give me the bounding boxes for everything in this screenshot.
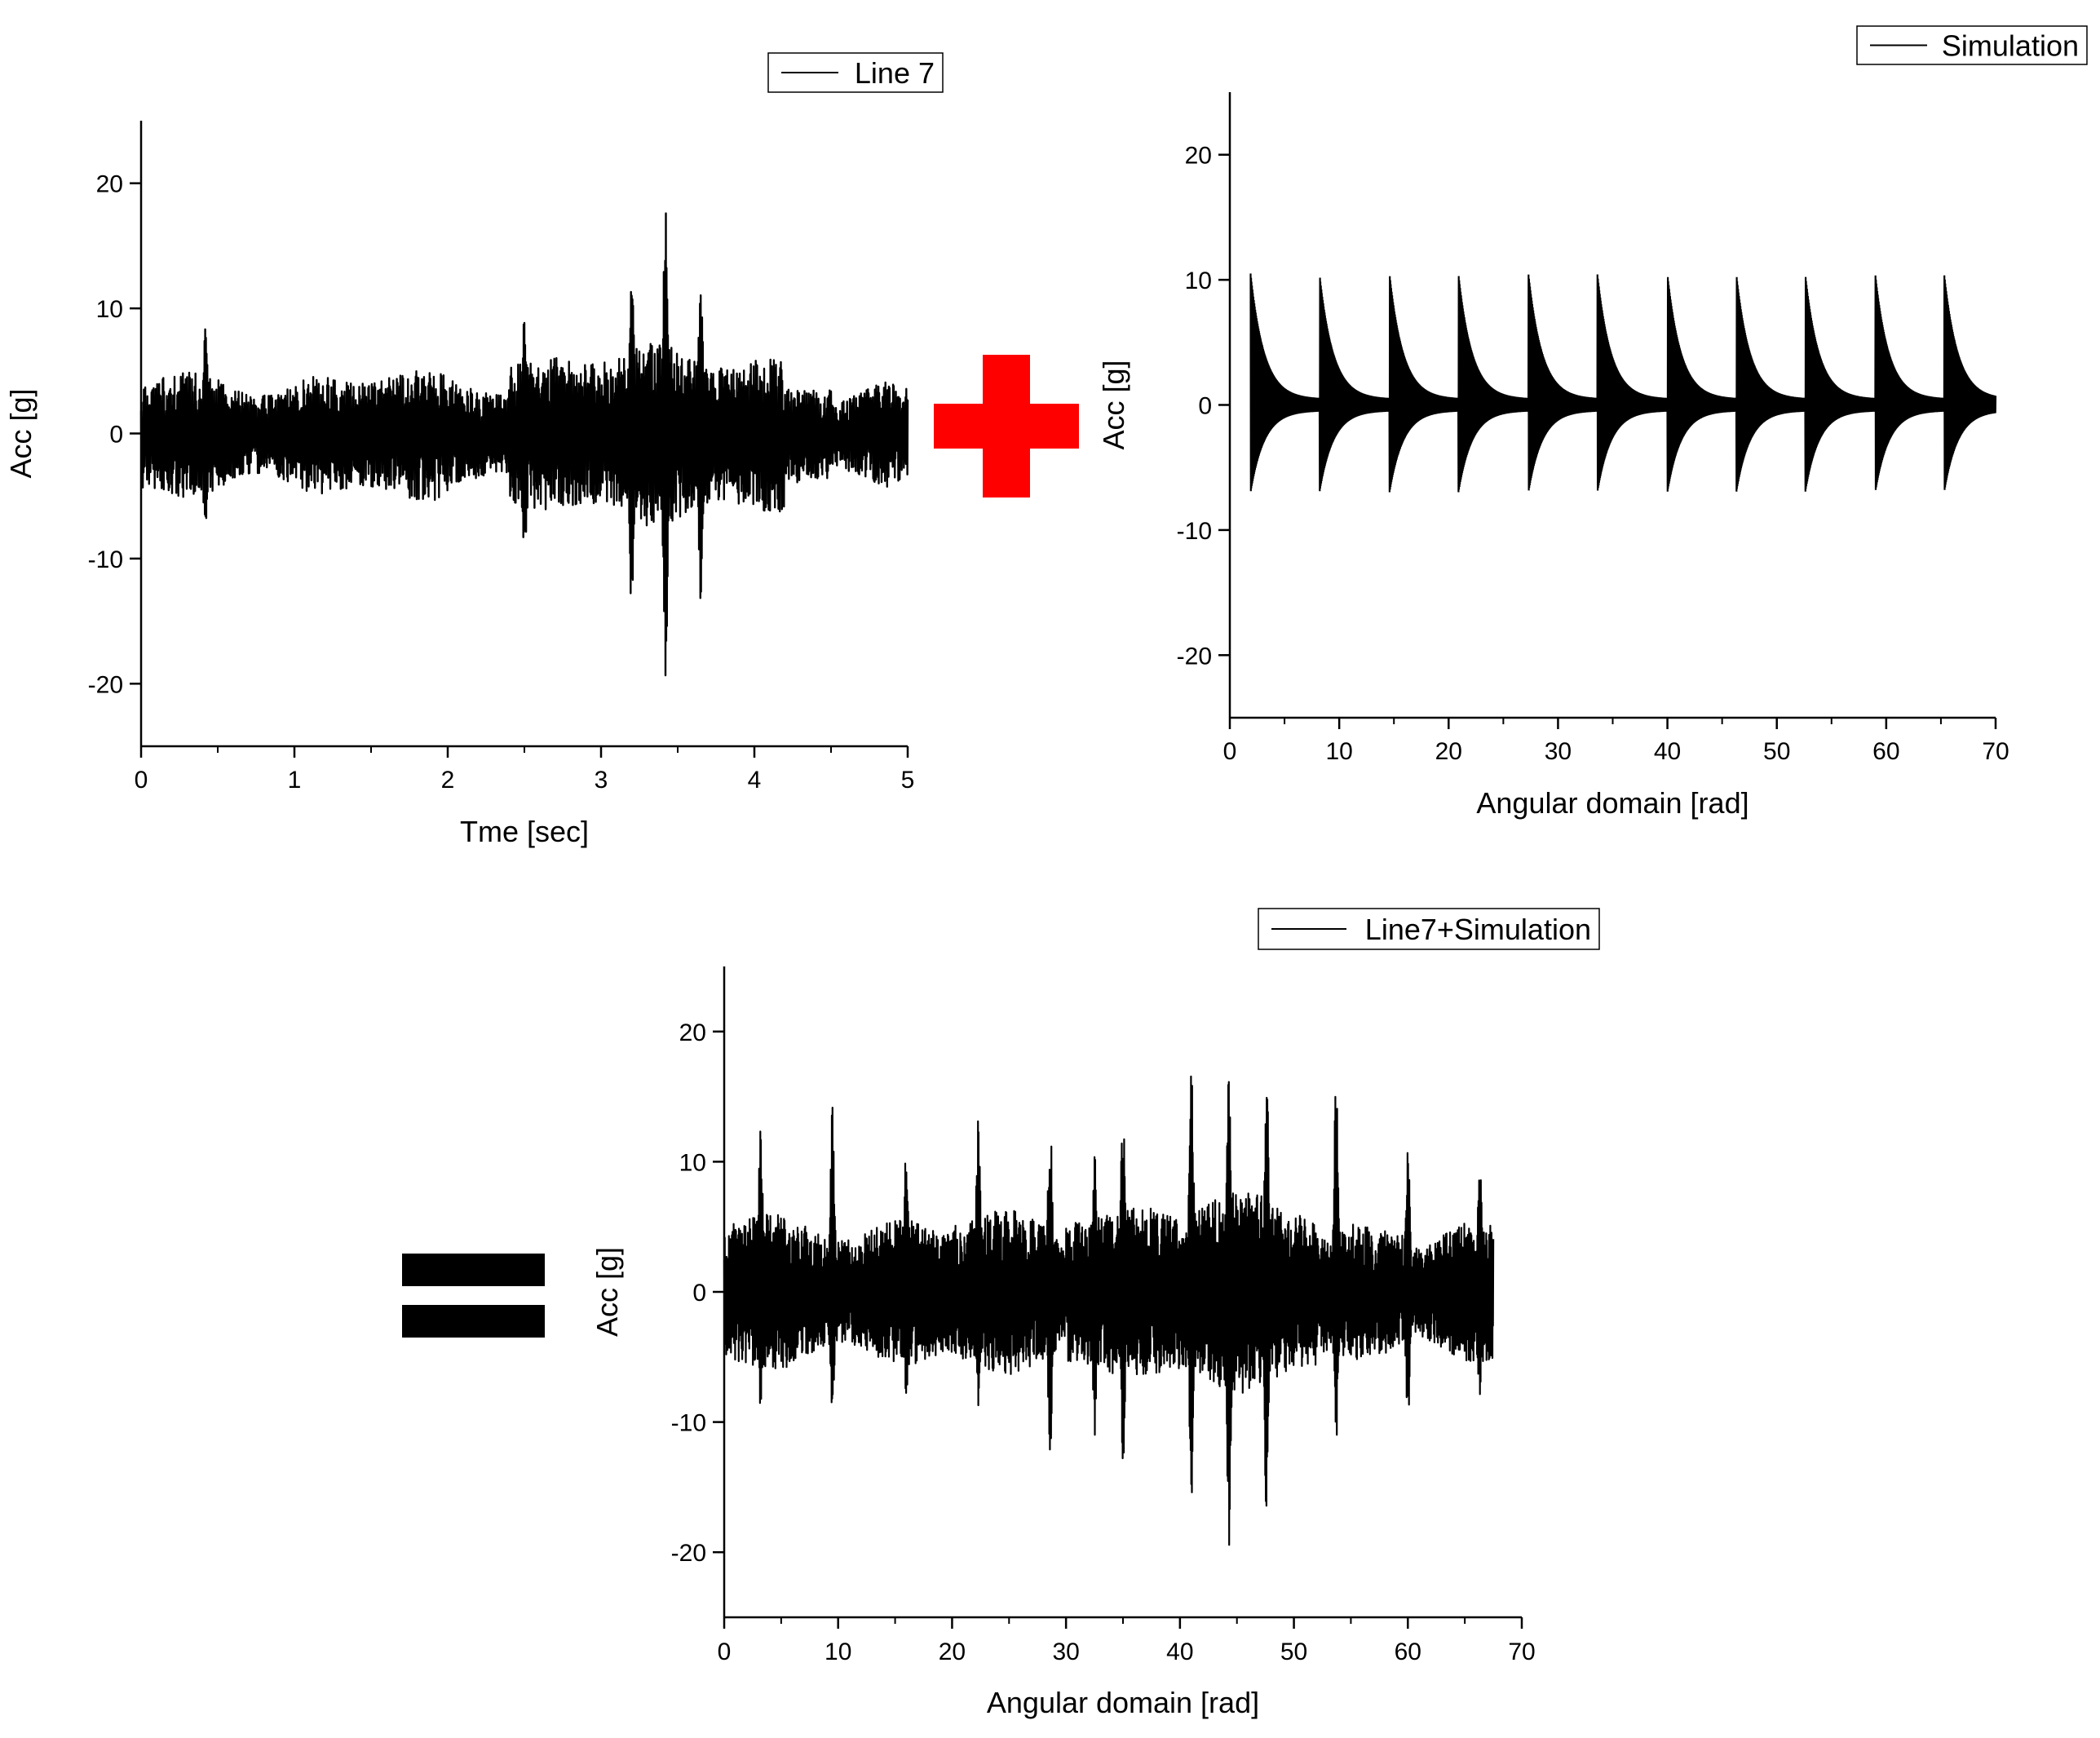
equals-sign-bottom-bar [402, 1305, 545, 1338]
plus-sign-horizontal-bar [934, 404, 1079, 449]
x-tick-label: 10 [825, 1638, 851, 1665]
x-tick-label: 3 [595, 767, 608, 794]
equals-sign-icon [402, 1254, 545, 1338]
y-tick-label: 0 [1198, 393, 1212, 420]
y-tick-label: -10 [1177, 518, 1212, 545]
combined-chart: 0 10 20 30 40 50 60 70 -20 -10 0 10 20 Angular domain… [590, 908, 1600, 1719]
y-tick-label: -10 [671, 1410, 706, 1437]
x-axis-title: Angular domain [rad] [1476, 786, 1749, 820]
equals-sign-top-bar [402, 1254, 545, 1286]
legend-label: Line 7 [855, 56, 935, 90]
y-tick-label: 0 [692, 1280, 706, 1307]
series-simulation [1249, 273, 1997, 493]
plus-sign-icon [934, 355, 1079, 498]
x-tick-label: 50 [1280, 1638, 1307, 1665]
y-axis-title: Acc [g] [590, 1247, 624, 1337]
y-tick-label: 0 [109, 422, 123, 449]
y-tick-label: 10 [679, 1149, 706, 1176]
series-line7-plus-simulation [723, 1075, 1495, 1546]
legend-label: Line7+Simulation [1365, 913, 1591, 946]
x-tick-label: 4 [748, 767, 762, 794]
x-tick-label: 40 [1166, 1638, 1193, 1665]
y-tick-label: 20 [679, 1019, 706, 1046]
line7-chart: 0 1 2 3 4 5 -20 -10 0 10 20 Tme [sec] Acc [g] Line 7 [4, 52, 944, 848]
legend-label: Simulation [1942, 29, 2079, 63]
legend: Simulation [1856, 25, 2088, 65]
y-tick-label: 10 [1185, 268, 1212, 294]
x-tick-label: 2 [441, 767, 455, 794]
y-tick-label: 10 [96, 296, 123, 323]
x-tick-label: 20 [1435, 738, 1462, 765]
y-tick-label: -20 [1177, 643, 1212, 670]
x-tick-label: 30 [1052, 1638, 1079, 1665]
x-tick-label: 70 [1982, 738, 2009, 765]
x-axis-title: Angular domain [rad] [987, 1686, 1259, 1719]
x-tick-label: 40 [1654, 738, 1681, 765]
x-tick-label: 5 [901, 767, 915, 794]
x-tick-label: 20 [939, 1638, 966, 1665]
x-tick-label: 60 [1395, 1638, 1421, 1665]
x-tick-label: 10 [1325, 738, 1352, 765]
x-tick-label: 30 [1545, 738, 1572, 765]
x-tick-label: 70 [1508, 1638, 1535, 1665]
x-tick-label: 0 [1223, 738, 1237, 765]
x-tick-label: 0 [718, 1638, 732, 1665]
x-tick-label: 0 [135, 767, 148, 794]
x-tick-label: 50 [1763, 738, 1790, 765]
x-axis-title: Tme [sec] [460, 815, 589, 848]
y-axis-title: Acc [g] [1097, 360, 1130, 449]
y-tick-label: -10 [88, 546, 123, 573]
legend: Line 7 [767, 52, 944, 93]
legend: Line7+Simulation [1258, 908, 1600, 950]
x-tick-label: 1 [288, 767, 302, 794]
simulation-chart: 0 10 20 30 40 50 60 70 -20 -10 0 10 20 Angular domain… [1097, 25, 2088, 820]
y-tick-label: 20 [96, 171, 123, 198]
y-tick-label: -20 [88, 671, 123, 698]
series-line-7 [139, 212, 909, 677]
y-axis-title: Acc [g] [4, 388, 38, 478]
x-tick-label: 60 [1872, 738, 1899, 765]
y-tick-label: -20 [671, 1540, 706, 1567]
y-tick-label: 20 [1185, 143, 1212, 170]
